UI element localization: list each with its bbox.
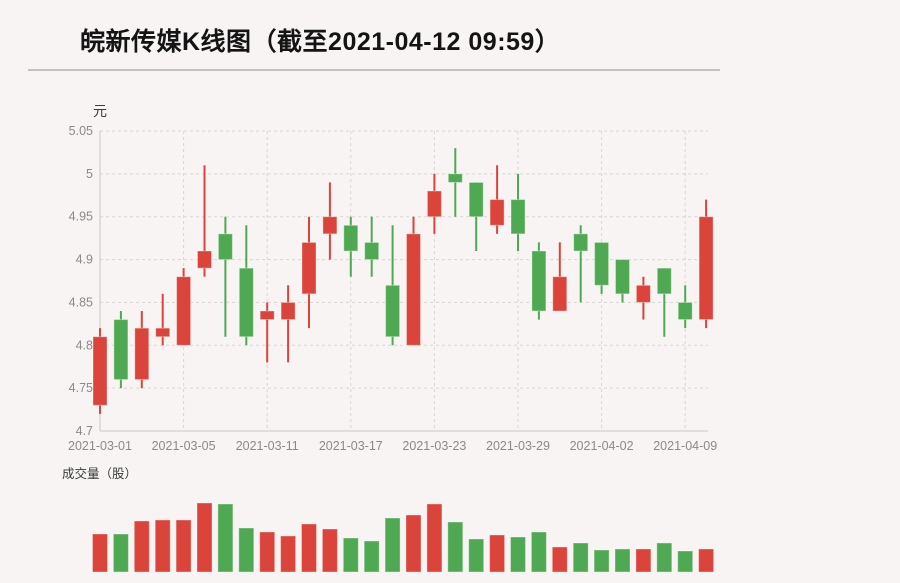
candle-body xyxy=(406,233,421,346)
volume-bar xyxy=(217,503,234,573)
volume-bar xyxy=(342,537,359,573)
volume-bar xyxy=(259,531,276,573)
candle-body xyxy=(594,241,610,286)
x-tick-label: 2021-03-11 xyxy=(236,439,299,453)
volume-bar xyxy=(530,531,547,573)
candle-body xyxy=(92,336,108,406)
candle-body xyxy=(531,250,547,312)
volume-bar xyxy=(468,538,485,573)
candle-body xyxy=(259,310,275,321)
candle-body xyxy=(552,276,568,312)
volume-bar xyxy=(572,542,589,573)
y-tick-label: 5.05 xyxy=(69,124,93,138)
candle-body xyxy=(197,250,212,269)
volume-bar xyxy=(238,527,255,573)
candle-body xyxy=(510,199,526,235)
volume-bar xyxy=(175,519,192,573)
candle-body xyxy=(635,284,651,303)
y-tick-label: 4.8 xyxy=(76,338,93,352)
candle-body xyxy=(426,190,442,218)
candle-body xyxy=(134,327,150,381)
volume-bar xyxy=(321,528,338,573)
volume-bar xyxy=(92,533,108,573)
candle-body xyxy=(468,181,484,218)
volume-bar xyxy=(301,523,317,573)
x-tick-label: 2021-03-29 xyxy=(486,439,550,453)
volume-bar xyxy=(593,549,610,573)
volume-bar xyxy=(154,519,171,573)
volume-bar xyxy=(196,502,213,573)
candle-body xyxy=(176,276,192,346)
volume-bar xyxy=(614,548,631,573)
volume-bar xyxy=(363,540,380,573)
title-divider xyxy=(28,69,720,71)
volume-bar xyxy=(384,517,401,573)
volume-bar xyxy=(551,546,568,573)
volume-bar xyxy=(510,536,526,573)
volume-bar xyxy=(635,548,652,573)
y-tick-label: 4.95 xyxy=(69,210,93,224)
candle-body xyxy=(155,327,171,338)
x-tick-label: 2021-03-17 xyxy=(319,439,383,453)
y-tick-label: 5 xyxy=(86,167,93,181)
volume-bar xyxy=(112,533,129,573)
candle-body xyxy=(615,259,630,295)
y-tick-label: 4.85 xyxy=(69,295,93,309)
volume-bar xyxy=(405,514,422,573)
x-tick-label: 2021-04-09 xyxy=(653,439,717,453)
page-title: 皖新传媒K线图（截至2021-04-12 09:59） xyxy=(80,28,561,56)
y-tick-label: 4.75 xyxy=(69,381,93,395)
x-tick-label: 2021-03-01 xyxy=(68,439,132,453)
candle-body xyxy=(217,233,233,261)
candle-body xyxy=(322,216,338,235)
candle-body xyxy=(280,301,296,321)
candle-body xyxy=(343,224,359,252)
candle-body xyxy=(301,241,317,295)
y-tick-label: 4.7 xyxy=(76,424,93,438)
volume-bar xyxy=(426,503,443,573)
volume-section-label: 成交量（股） xyxy=(62,467,138,481)
x-tick-label: 2021-03-05 xyxy=(152,439,216,453)
candle-body xyxy=(677,301,693,321)
candle-body xyxy=(656,267,672,295)
volume-bar xyxy=(656,542,673,573)
candle-body xyxy=(364,241,380,261)
volume-bar xyxy=(698,548,715,573)
candle-body xyxy=(489,199,505,226)
volume-bar xyxy=(677,550,694,573)
x-tick-label: 2021-03-23 xyxy=(402,439,466,453)
x-tick-label: 2021-04-02 xyxy=(570,439,634,453)
candle-body xyxy=(447,173,463,183)
volume-bar xyxy=(489,534,506,573)
y-axis-unit-label: 元 xyxy=(93,103,107,119)
y-tick-label: 4.9 xyxy=(76,253,93,267)
volume-bar xyxy=(133,520,150,573)
candle-body xyxy=(238,267,254,338)
candle-body xyxy=(113,319,129,381)
candle-body xyxy=(573,233,589,252)
candle-body xyxy=(385,284,401,338)
volume-bar xyxy=(447,521,464,573)
volume-bar xyxy=(280,535,297,573)
candle-body xyxy=(698,216,714,321)
